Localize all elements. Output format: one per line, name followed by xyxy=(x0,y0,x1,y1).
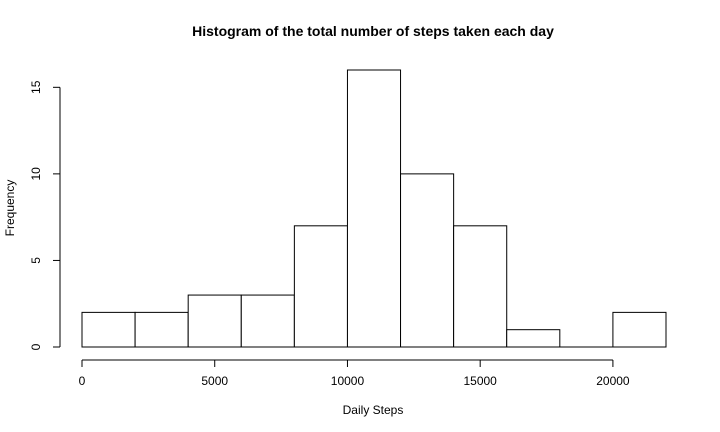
x-tick-label-0: 0 xyxy=(79,374,86,388)
x-tick-label-2: 10000 xyxy=(331,374,365,388)
histogram-bar-6 xyxy=(400,173,455,348)
histogram-bars xyxy=(81,69,667,348)
y-tick-label-1: 5 xyxy=(29,257,43,264)
histogram-bar-8 xyxy=(506,329,561,348)
x-tick-label-4: 20000 xyxy=(596,374,630,388)
y-tick-label-0: 0 xyxy=(29,343,43,350)
y-axis: 0 5 10 15 xyxy=(29,80,61,350)
x-axis: 0 5000 10000 15000 20000 xyxy=(79,359,630,388)
y-tick-label-3: 15 xyxy=(29,80,43,94)
histogram-bar-1 xyxy=(134,311,189,348)
histogram-bar-2 xyxy=(187,294,242,348)
histogram-bar-3 xyxy=(240,294,295,348)
histogram-bar-10 xyxy=(612,311,667,348)
histogram-bar-0 xyxy=(81,311,136,348)
y-axis-label: Frequency xyxy=(3,180,17,237)
histogram-bar-4 xyxy=(293,225,348,348)
x-tick-label-1: 5000 xyxy=(201,374,228,388)
x-tick-label-3: 15000 xyxy=(463,374,497,388)
x-axis-label: Daily Steps xyxy=(343,403,404,417)
histogram-bar-5 xyxy=(346,69,402,348)
y-tick-label-2: 10 xyxy=(29,167,43,181)
histogram-bar-7 xyxy=(453,225,508,348)
chart-title: Histogram of the total number of steps t… xyxy=(192,23,554,39)
